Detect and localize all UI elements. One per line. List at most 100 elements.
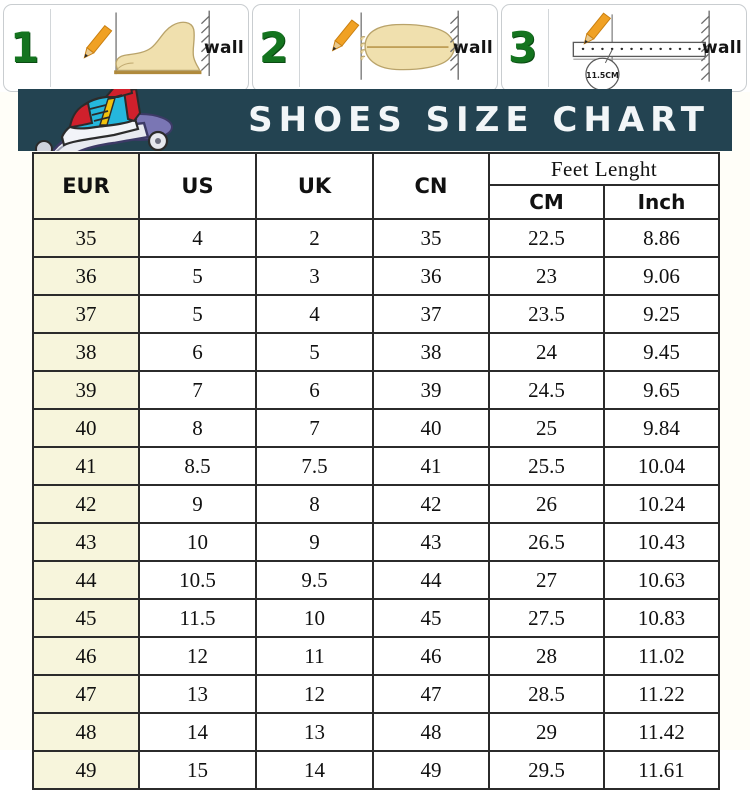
cell-uk: 2: [255, 218, 374, 258]
cell-inch: 9.45: [602, 332, 721, 372]
foot-top-view-measure-diagram: [303, 5, 497, 91]
wall-label-3: wall: [701, 38, 742, 58]
cell-cn: 38: [372, 332, 490, 372]
cell-inch: 9.06: [602, 256, 721, 296]
cell-cm: 23.5: [488, 294, 605, 334]
step-divider: [50, 9, 51, 87]
cell-us: 5: [138, 256, 257, 296]
cell-cm: 29.5: [488, 750, 605, 790]
step-divider: [299, 9, 300, 87]
measurement-instructions: 1: [0, 0, 750, 92]
cell-cm: 27: [488, 560, 605, 600]
cell-inch: 10.24: [602, 484, 721, 524]
cell-cn: 42: [372, 484, 490, 524]
cell-inch: 9.84: [602, 408, 721, 448]
cell-cn: 46: [372, 636, 490, 676]
table-row: 47 13 12 47 28.5 11.22: [32, 674, 721, 714]
cell-eur: 47: [32, 674, 140, 714]
table-header-row-1: EUR US UK CN Feet Lenght: [32, 152, 721, 220]
table-row: 35 4 2 35 22.5 8.86: [32, 218, 721, 258]
page-title: SHOES SIZE CHART: [248, 100, 710, 140]
cell-eur: 44: [32, 560, 140, 600]
chart-title-banner: SHOES SIZE CHART: [18, 89, 732, 151]
cell-cn: 45: [372, 598, 490, 638]
cell-us: 13: [138, 674, 257, 714]
cell-eur: 36: [32, 256, 140, 296]
cell-cn: 48: [372, 712, 490, 752]
table-header: EUR US UK CN Feet Lenght CM Inch: [32, 152, 721, 220]
cell-cm: 25.5: [488, 446, 605, 486]
cell-inch: 10.83: [602, 598, 721, 638]
cell-eur: 38: [32, 332, 140, 372]
cell-cm: 25: [488, 408, 605, 448]
table-row: 37 5 4 37 23.5 9.25: [32, 294, 721, 334]
cell-cm: 24: [488, 332, 605, 372]
cell-us: 6: [138, 332, 257, 372]
cell-us: 14: [138, 712, 257, 752]
cell-cm: 23: [488, 256, 605, 296]
cell-inch: 11.02: [602, 636, 721, 676]
table-row: 43 10 9 43 26.5 10.43: [32, 522, 721, 562]
cell-us: 15: [138, 750, 257, 790]
cell-eur: 46: [32, 636, 140, 676]
cell-uk: 4: [255, 294, 374, 334]
cell-uk: 13: [255, 712, 374, 752]
cell-us: 8: [138, 408, 257, 448]
cell-eur: 40: [32, 408, 140, 448]
cell-uk: 11: [255, 636, 374, 676]
cell-cn: 41: [372, 446, 490, 486]
instruction-step-1: 1: [3, 4, 249, 92]
step-number-2: 2: [259, 23, 289, 72]
cell-inch: 8.86: [602, 218, 721, 258]
cell-uk: 6: [255, 370, 374, 410]
cell-inch: 11.61: [602, 750, 721, 790]
cell-uk: 10: [255, 598, 374, 638]
cell-cn: 49: [372, 750, 490, 790]
cell-cm: 29: [488, 712, 605, 752]
table-row: 45 11.5 10 45 27.5 10.83: [32, 598, 721, 638]
cell-cn: 44: [372, 560, 490, 600]
cell-eur: 41: [32, 446, 140, 486]
step-divider: [548, 9, 549, 87]
wall-label-2: wall: [452, 38, 493, 58]
cell-uk: 7: [255, 408, 374, 448]
cell-inch: 10.63: [602, 560, 721, 600]
cell-us: 7: [138, 370, 257, 410]
table-row: 39 7 6 39 24.5 9.65: [32, 370, 721, 410]
foot-side-view-measure-diagram: [54, 5, 248, 91]
sneaker-on-skateboard-icon: [18, 89, 193, 151]
cell-us: 11.5: [138, 598, 257, 638]
cell-cn: 37: [372, 294, 490, 334]
cell-inch: 10.04: [602, 446, 721, 486]
cell-us: 10: [138, 522, 257, 562]
cell-cn: 40: [372, 408, 490, 448]
table-body: 35 4 2 35 22.5 8.86 36 5 3 36 23 9.06 37 5 4 37 23.5 9.25…: [32, 218, 721, 790]
cell-uk: 8: [255, 484, 374, 524]
cell-us: 9: [138, 484, 257, 524]
cell-eur: 43: [32, 522, 140, 562]
cell-inch: 10.43: [602, 522, 721, 562]
cell-us: 12: [138, 636, 257, 676]
cell-cn: 36: [372, 256, 490, 296]
table-row: 44 10.5 9.5 44 27 10.63: [32, 560, 721, 600]
column-header-eur: EUR: [32, 152, 140, 220]
cell-eur: 35: [32, 218, 140, 258]
cell-uk: 9: [255, 522, 374, 562]
table-row: 40 8 7 40 25 9.84: [32, 408, 721, 448]
step-number-3: 3: [508, 23, 538, 72]
cell-cn: 47: [372, 674, 490, 714]
cell-inch: 9.25: [602, 294, 721, 334]
cell-cm: 28: [488, 636, 605, 676]
table-row: 36 5 3 36 23 9.06: [32, 256, 721, 296]
cell-cm: 24.5: [488, 370, 605, 410]
cell-eur: 49: [32, 750, 140, 790]
instruction-step-2: 2: [252, 4, 498, 92]
cell-us: 10.5: [138, 560, 257, 600]
ruler-measurement-label: 11.5CM: [586, 71, 619, 80]
column-header-cn: CN: [372, 152, 490, 220]
cell-cn: 39: [372, 370, 490, 410]
ruler-measure-diagram: 11.5CM: [552, 5, 746, 91]
wall-label-1: wall: [203, 38, 244, 58]
column-header-us: US: [138, 152, 257, 220]
